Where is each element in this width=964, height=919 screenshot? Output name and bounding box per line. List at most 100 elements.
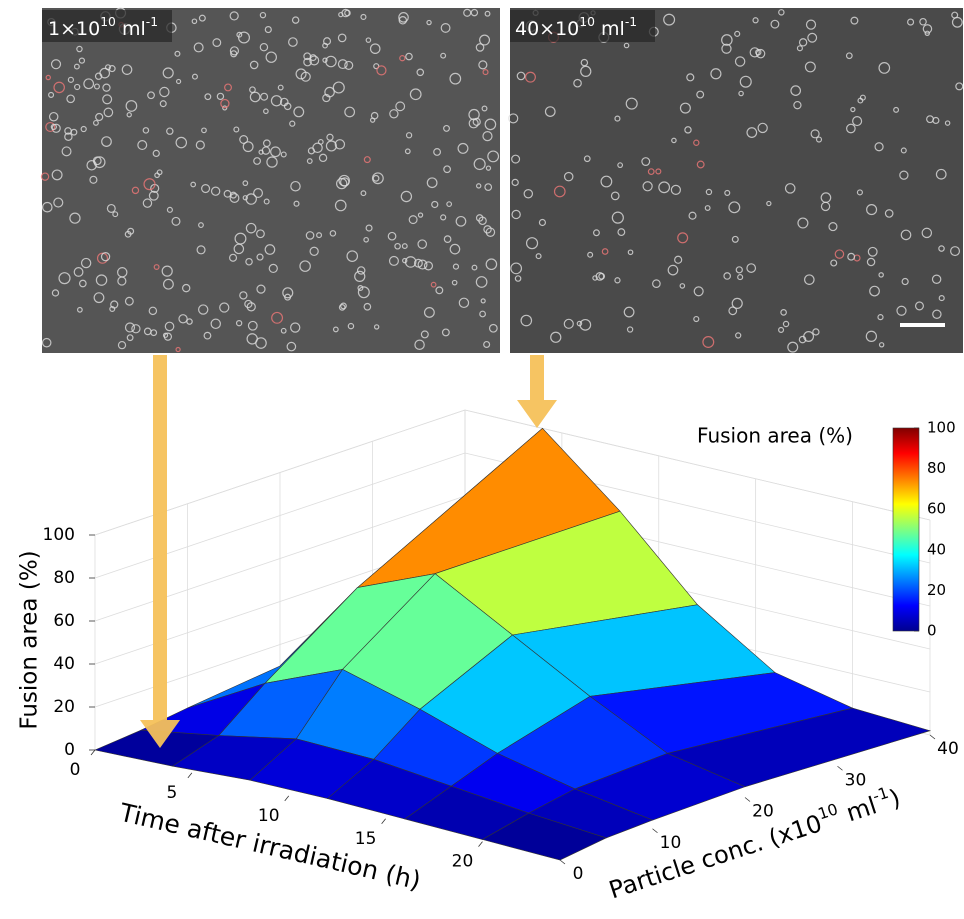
z-tick-label: 20 bbox=[53, 697, 75, 717]
cell bbox=[193, 42, 204, 53]
cell bbox=[834, 249, 845, 259]
cell bbox=[95, 112, 104, 122]
cell bbox=[674, 255, 683, 264]
cell bbox=[322, 57, 328, 63]
cell bbox=[480, 298, 486, 304]
cell bbox=[734, 56, 746, 67]
cell bbox=[363, 156, 371, 164]
cell bbox=[344, 60, 354, 70]
cell bbox=[866, 257, 876, 267]
cell bbox=[131, 324, 141, 334]
text-part: 10 bbox=[100, 15, 116, 29]
colorbar bbox=[892, 427, 920, 632]
cell bbox=[721, 34, 733, 46]
cell bbox=[535, 253, 542, 260]
cell bbox=[264, 244, 276, 255]
cell bbox=[484, 118, 497, 131]
cell bbox=[510, 262, 523, 275]
cell bbox=[793, 100, 802, 110]
cell bbox=[50, 123, 57, 131]
cell bbox=[255, 337, 267, 349]
cell bbox=[161, 265, 173, 277]
cell bbox=[746, 127, 758, 138]
cell bbox=[233, 126, 240, 133]
cell bbox=[473, 157, 486, 171]
cell bbox=[337, 59, 348, 70]
cell bbox=[159, 86, 170, 98]
cell bbox=[847, 252, 856, 261]
cell bbox=[388, 255, 399, 266]
cell bbox=[484, 10, 491, 17]
cell bbox=[80, 125, 87, 133]
cell bbox=[303, 52, 312, 61]
cell bbox=[162, 278, 174, 290]
cell bbox=[373, 324, 380, 330]
cell bbox=[755, 49, 762, 56]
cell bbox=[40, 172, 50, 181]
micrograph-left bbox=[42, 8, 500, 353]
tick bbox=[744, 797, 751, 802]
cell bbox=[224, 83, 232, 92]
cell bbox=[595, 272, 605, 281]
cell bbox=[614, 115, 621, 122]
cell bbox=[163, 332, 173, 341]
cell bbox=[749, 47, 760, 58]
label-box bbox=[42, 10, 172, 42]
cell bbox=[92, 119, 99, 126]
cell bbox=[655, 168, 662, 175]
cell bbox=[658, 181, 671, 194]
label-box bbox=[510, 10, 655, 42]
cell bbox=[797, 217, 809, 229]
micrograph-right bbox=[510, 8, 963, 353]
cell bbox=[511, 154, 521, 164]
x-tick-label: 15 bbox=[355, 829, 377, 849]
cell bbox=[693, 139, 700, 146]
text-part: ml bbox=[595, 18, 625, 40]
cell bbox=[93, 156, 106, 169]
cell bbox=[317, 138, 324, 145]
cell bbox=[312, 142, 323, 154]
x-tick-label: 5 bbox=[166, 783, 177, 803]
cell bbox=[426, 177, 438, 189]
cell bbox=[878, 342, 885, 348]
cell bbox=[752, 17, 759, 24]
cell bbox=[478, 216, 487, 226]
cell bbox=[245, 257, 253, 266]
cell bbox=[728, 201, 741, 214]
cell bbox=[938, 295, 945, 302]
cell bbox=[339, 177, 350, 187]
cell bbox=[109, 305, 116, 312]
cell bbox=[924, 30, 930, 36]
text-part: 40×10 bbox=[515, 18, 579, 40]
cell bbox=[778, 326, 785, 333]
cell bbox=[229, 11, 239, 21]
cell bbox=[376, 65, 387, 76]
text-part: 10 bbox=[579, 15, 595, 29]
cell bbox=[102, 83, 111, 92]
cell bbox=[51, 169, 63, 181]
tick bbox=[837, 765, 843, 771]
cell bbox=[299, 260, 311, 272]
cell bbox=[850, 106, 856, 113]
cell bbox=[463, 8, 472, 17]
cell bbox=[143, 327, 152, 336]
colorbar-tick-label: 100 bbox=[927, 419, 956, 437]
colorbar-title: Fusion area (%) bbox=[697, 424, 853, 448]
z-tick-label: 80 bbox=[53, 568, 75, 588]
cell bbox=[347, 322, 355, 330]
cell bbox=[508, 113, 519, 124]
cell bbox=[95, 274, 108, 286]
cell bbox=[212, 38, 222, 47]
cell bbox=[66, 94, 75, 104]
cell bbox=[357, 286, 370, 299]
cell bbox=[309, 55, 320, 66]
cell bbox=[601, 248, 609, 255]
cell bbox=[162, 67, 174, 79]
cell bbox=[443, 124, 450, 132]
cell bbox=[100, 252, 111, 262]
cell bbox=[277, 84, 284, 91]
cell bbox=[148, 306, 158, 316]
cell bbox=[290, 322, 301, 333]
cell bbox=[405, 132, 413, 139]
cell bbox=[932, 309, 942, 319]
